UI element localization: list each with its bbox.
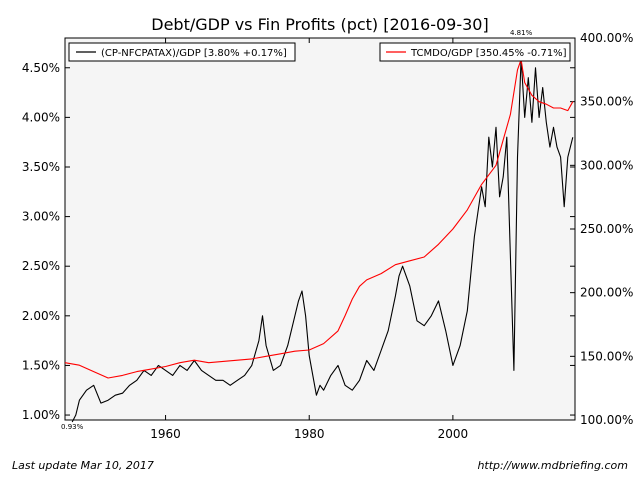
left-tick-label: 4.50%: [22, 61, 60, 75]
x-tick-label: 1980: [294, 427, 325, 441]
left-axis: 1.00% 1.50% 2.00% 2.50% 3.00% 3.50% 4.00% 4.50%: [22, 61, 575, 422]
chart-title: Debt/GDP vs Fin Profits (pct) [2016-09-3…: [151, 15, 488, 34]
series-line-profits: [71, 57, 574, 423]
x-tick-label: 1960: [150, 427, 181, 441]
right-tick-label: 250.00%: [580, 222, 633, 236]
left-tick-label: 1.50%: [22, 358, 60, 372]
left-tick-label: 2.50%: [22, 259, 60, 273]
right-tick-label: 300.00%: [580, 158, 633, 172]
plot-area: [64, 37, 576, 421]
legend-left: (CP-NFCPATAX)/GDP [3.80% +0.17%]: [68, 42, 296, 62]
right-axis: 100.00% 150.00% 200.00% 250.00% 300.00% 350.0…: [570, 31, 633, 427]
last-update-note: Last update Mar 10, 2017: [12, 459, 154, 472]
x-tick-label: 2000: [438, 427, 469, 441]
series-layer: [64, 57, 574, 423]
legend-left-label: (CP-NFCPATAX)/GDP [3.80% +0.17%]: [101, 48, 287, 59]
annotations: 0.93% 4.81%: [61, 29, 533, 431]
source-url: http://www.mdbriefing.com: [477, 459, 628, 472]
left-tick-label: 2.00%: [22, 309, 60, 323]
right-tick-label: 100.00%: [580, 413, 633, 427]
legend-right-label: TCMDO/GDP [350.45% -0.71%]: [410, 48, 567, 59]
left-tick-label: 4.00%: [22, 110, 60, 124]
right-tick-label: 200.00%: [580, 286, 633, 300]
right-tick-label: 400.00%: [580, 31, 633, 45]
left-tick-label: 3.50%: [22, 160, 60, 174]
left-tick-label: 3.00%: [22, 210, 60, 224]
left-tick-label: 1.00%: [22, 408, 60, 422]
max-annotation: 4.81%: [510, 29, 533, 37]
right-tick-label: 150.00%: [580, 349, 633, 363]
legend-right: TCMDO/GDP [350.45% -0.71%]: [379, 42, 571, 62]
min-annotation: 0.93%: [61, 423, 84, 431]
x-axis: 1960 1980 2000: [150, 38, 468, 441]
series-line-debt: [64, 59, 574, 379]
right-tick-label: 350.00%: [580, 95, 633, 109]
